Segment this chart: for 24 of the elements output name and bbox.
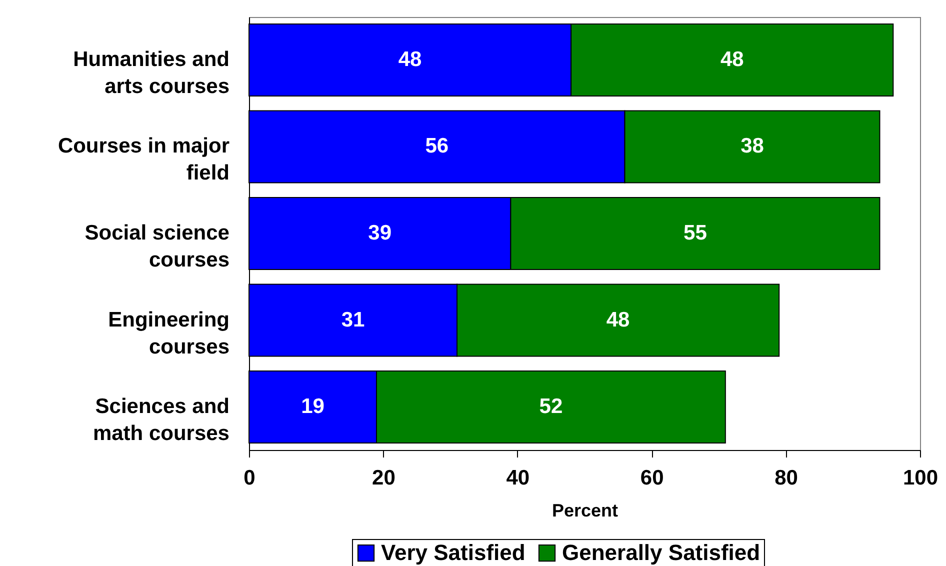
x-axis-title: Percent bbox=[552, 500, 618, 520]
y-tick-label: Engineering courses bbox=[108, 308, 230, 358]
y-tick-label: Courses in major field bbox=[58, 134, 230, 185]
legend-label: Very Satisfied bbox=[381, 540, 526, 565]
x-tick-label: 60 bbox=[640, 466, 664, 490]
x-tick-label: 40 bbox=[506, 466, 530, 490]
data-label: 48 bbox=[606, 308, 630, 332]
data-label: 19 bbox=[301, 395, 324, 418]
y-tick-label: Humanities and arts courses bbox=[73, 48, 230, 98]
x-tick-label: 20 bbox=[372, 466, 396, 490]
data-label: 52 bbox=[539, 395, 563, 418]
y-tick-label: Sciences and math courses bbox=[92, 395, 230, 446]
data-label: 55 bbox=[684, 222, 708, 244]
data-label: 48 bbox=[398, 48, 422, 71]
x-tick-label: 100 bbox=[902, 466, 938, 490]
data-label: 31 bbox=[341, 308, 366, 332]
data-label: 39 bbox=[368, 222, 392, 244]
x-tick-label: 0 bbox=[244, 466, 256, 490]
data-label: 48 bbox=[720, 48, 744, 71]
legend-label: Generally Satisfied bbox=[562, 540, 760, 565]
y-tick-label: Social science courses bbox=[84, 222, 230, 272]
data-label: 38 bbox=[740, 134, 764, 158]
x-tick-label: 80 bbox=[774, 466, 798, 490]
data-label: 56 bbox=[425, 134, 449, 158]
